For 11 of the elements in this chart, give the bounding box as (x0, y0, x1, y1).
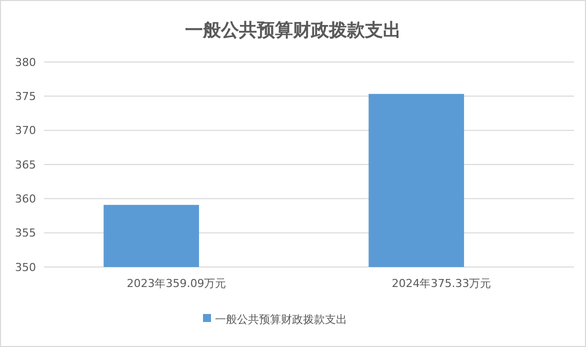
legend-label: 一般公共预算财政拨款支出 (215, 312, 347, 326)
y-tick-label: 365 (15, 158, 36, 172)
y-tick-label: 350 (15, 260, 36, 274)
y-tick-label: 355 (15, 226, 36, 240)
chart-title: 一般公共预算财政拨款支出 (185, 20, 401, 41)
x-tick-label: 2023年359.09万元 (126, 277, 226, 290)
y-tick-label: 370 (15, 124, 36, 138)
y-tick-label: 360 (15, 192, 36, 206)
y-tick-label: 380 (15, 56, 36, 69)
y-tick-label: 375 (15, 90, 36, 104)
x-tick-label: 2024年375.33万元 (392, 277, 492, 290)
